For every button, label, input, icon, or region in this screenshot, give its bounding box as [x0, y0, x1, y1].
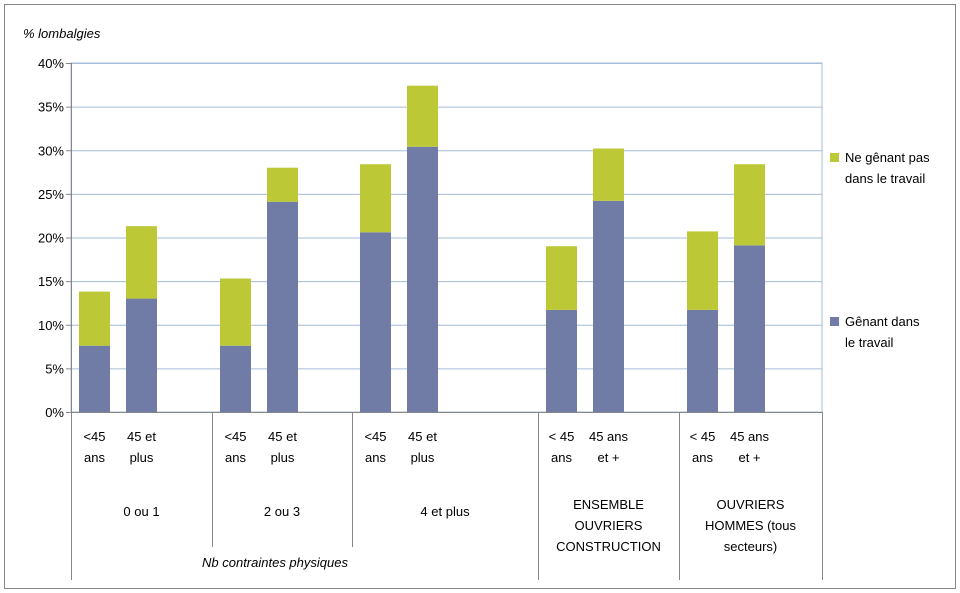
bar-segment [546, 246, 577, 310]
bar-segment [267, 167, 298, 202]
x-group-label: 2 ou 3 [264, 504, 300, 519]
legend-swatch [830, 317, 839, 326]
chart-frame: 0% 5% 10% 15% 20% 25% 30% 35% 40% <45 ans 45 et plu… [4, 4, 956, 589]
x-category-label: 45 ans [730, 429, 770, 444]
y-tick-label: 10% [38, 318, 64, 333]
x-category-label: plus [411, 450, 435, 465]
x-group-label: secteurs) [724, 539, 777, 554]
bar-segment [407, 85, 438, 147]
bar-segment [734, 164, 765, 246]
x-group-label: OUVRIERS [575, 518, 643, 533]
x-group-label: 4 et plus [420, 504, 470, 519]
x-category-label: plus [271, 450, 295, 465]
x-category-label: <45 [364, 429, 386, 444]
legend: Ne gênant pas dans le travail Gênant dans l… [830, 150, 930, 350]
y-tick-label: 5% [45, 361, 64, 376]
x-group-label: OUVRIERS [717, 497, 785, 512]
x-group-label: ENSEMBLE [573, 497, 644, 512]
x-category-label: 45 et [127, 429, 156, 444]
x-category-label: ans [84, 450, 105, 465]
bar-segment [593, 148, 624, 201]
bar-segment [220, 278, 251, 346]
legend-swatch [830, 153, 839, 162]
bars [79, 85, 765, 412]
bar-segment [126, 298, 157, 412]
bar-segment [126, 226, 157, 299]
x-group-label: CONSTRUCTION [556, 539, 661, 554]
x-category-label: ans [365, 450, 386, 465]
x-category-label: et + [597, 450, 619, 465]
legend-label: dans le travail [845, 171, 925, 186]
x-category-label: <45 [224, 429, 246, 444]
x-category-label: et + [738, 450, 760, 465]
bar-segment [407, 146, 438, 412]
bar-segment [734, 245, 765, 412]
y-axis-label: % lombalgies [23, 26, 101, 41]
x-category-label: 45 et [268, 429, 297, 444]
y-tick-label: 20% [38, 231, 64, 246]
x-category-label: < 45 [549, 429, 575, 444]
y-tick-label: 35% [38, 100, 64, 115]
y-axis-ticks: 0% 5% 10% 15% 20% 25% 30% 35% 40% [38, 56, 72, 420]
x-category-label: ans [692, 450, 713, 465]
x-group-label: HOMMES (tous [705, 518, 797, 533]
legend-label: le travail [845, 335, 894, 350]
bar-segment [687, 231, 718, 310]
x-category-label: 45 ans [589, 429, 629, 444]
x-category-label: ans [551, 450, 572, 465]
x-super-label: Nb contraintes physiques [202, 555, 348, 570]
bar-segment [220, 345, 251, 412]
y-tick-label: 15% [38, 274, 64, 289]
bar-segment [79, 345, 110, 412]
y-tick-label: 25% [38, 187, 64, 202]
bar-segment [267, 201, 298, 412]
legend-label: Ne gênant pas [845, 150, 930, 165]
x-group-label: 0 ou 1 [123, 504, 159, 519]
stacked-bar-chart: 0% 5% 10% 15% 20% 25% 30% 35% 40% <45 ans 45 et plu… [23, 26, 930, 580]
x-category-label: < 45 [690, 429, 716, 444]
bar-segment [593, 200, 624, 412]
x-category-label: plus [130, 450, 154, 465]
bar-segment [360, 164, 391, 233]
x-category-label: 45 et [408, 429, 437, 444]
bar-segment [79, 291, 110, 346]
legend-label: Gênant dans [845, 314, 920, 329]
bar-segment [687, 309, 718, 412]
y-tick-label: 30% [38, 143, 64, 158]
x-axis: <45 ans 45 et plus 0 ou 1 <45 ans 45 et plus 2 ou… [71, 412, 823, 580]
y-tick-label: 0% [45, 405, 64, 420]
bar-segment [360, 232, 391, 412]
bar-segment [546, 309, 577, 412]
x-category-label: <45 [83, 429, 105, 444]
x-category-label: ans [225, 450, 246, 465]
y-tick-label: 40% [38, 56, 64, 71]
